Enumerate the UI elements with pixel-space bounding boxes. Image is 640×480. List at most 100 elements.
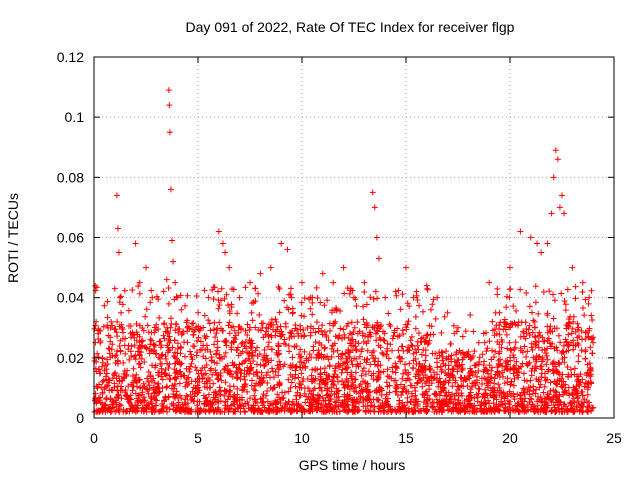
data-point xyxy=(307,305,314,312)
data-point-peak xyxy=(423,282,430,289)
data-point xyxy=(105,332,112,339)
data-point xyxy=(575,352,582,359)
data-point xyxy=(313,319,320,326)
data-point xyxy=(513,406,520,413)
data-point xyxy=(105,345,112,352)
data-point xyxy=(214,360,221,367)
data-point xyxy=(454,408,461,415)
data-point xyxy=(467,311,474,318)
data-point xyxy=(129,407,136,414)
data-point xyxy=(285,306,292,313)
data-point xyxy=(309,299,316,306)
chart-title: Day 091 of 2022, Rate Of TEC Index for r… xyxy=(186,19,515,35)
data-point xyxy=(245,355,252,362)
data-point xyxy=(95,336,102,343)
data-point-peak xyxy=(455,324,461,331)
data-point xyxy=(449,383,456,390)
data-point xyxy=(177,292,184,299)
data-point xyxy=(239,339,246,346)
data-point xyxy=(322,381,329,388)
data-point xyxy=(212,367,219,374)
data-point xyxy=(430,331,437,338)
data-point xyxy=(278,328,285,335)
data-point xyxy=(494,291,501,298)
data-point xyxy=(286,406,293,413)
data-point xyxy=(582,329,589,336)
data-point xyxy=(575,381,582,388)
data-point xyxy=(322,344,329,351)
data-point-peak xyxy=(111,285,118,292)
data-point xyxy=(327,396,334,403)
data-point xyxy=(280,394,287,401)
data-point xyxy=(106,346,113,353)
data-point xyxy=(139,389,146,396)
data-point xyxy=(216,301,223,308)
data-point xyxy=(486,338,493,345)
data-point xyxy=(511,362,518,369)
data-point xyxy=(151,324,158,331)
data-point xyxy=(420,366,427,373)
data-point xyxy=(564,364,571,371)
data-point xyxy=(167,337,174,344)
data-point xyxy=(159,400,166,407)
data-point xyxy=(210,326,217,333)
data-point xyxy=(152,362,159,369)
data-point xyxy=(262,407,269,414)
data-point xyxy=(216,319,223,326)
data-point xyxy=(341,384,348,391)
data-point xyxy=(466,401,473,408)
data-point xyxy=(318,327,325,334)
data-point xyxy=(520,385,527,392)
data-point xyxy=(489,318,496,325)
data-point xyxy=(454,406,461,413)
data-point xyxy=(513,366,520,373)
data-point-peak xyxy=(119,324,126,331)
data-point xyxy=(181,353,188,360)
data-point xyxy=(567,366,574,373)
data-point xyxy=(281,336,288,343)
data-point xyxy=(519,398,526,405)
data-point xyxy=(351,376,358,383)
data-point xyxy=(342,359,349,366)
data-point xyxy=(436,349,443,356)
data-point xyxy=(541,346,548,353)
data-point xyxy=(259,324,266,331)
data-point xyxy=(117,293,124,300)
data-point xyxy=(135,345,142,352)
data-point xyxy=(424,285,431,292)
data-point xyxy=(296,380,303,387)
y-tick-label: 0 xyxy=(76,410,84,426)
data-point xyxy=(205,391,212,398)
data-point xyxy=(438,366,445,373)
data-point xyxy=(503,304,510,311)
data-point xyxy=(226,310,233,317)
data-point xyxy=(432,391,439,398)
data-point xyxy=(496,322,503,329)
data-point xyxy=(249,352,256,359)
data-point-peak xyxy=(496,309,503,316)
data-point xyxy=(440,379,447,386)
data-point xyxy=(175,329,182,336)
data-point xyxy=(114,358,121,365)
data-point xyxy=(344,408,351,415)
data-point xyxy=(325,337,332,344)
data-point xyxy=(334,374,341,381)
data-point xyxy=(326,408,333,415)
data-point xyxy=(565,331,572,338)
data-point xyxy=(155,369,162,376)
data-point xyxy=(415,375,422,382)
data-point xyxy=(172,394,179,401)
data-point xyxy=(216,351,223,358)
data-point xyxy=(142,397,149,404)
data-point xyxy=(210,380,217,387)
data-point xyxy=(164,342,171,349)
data-point xyxy=(114,318,121,325)
data-point xyxy=(413,380,420,387)
data-point xyxy=(127,392,134,399)
data-point xyxy=(416,372,423,379)
data-point xyxy=(395,354,402,361)
data-point xyxy=(483,408,490,415)
data-point-peak xyxy=(143,264,149,271)
data-point xyxy=(289,373,296,380)
data-point xyxy=(339,377,346,384)
